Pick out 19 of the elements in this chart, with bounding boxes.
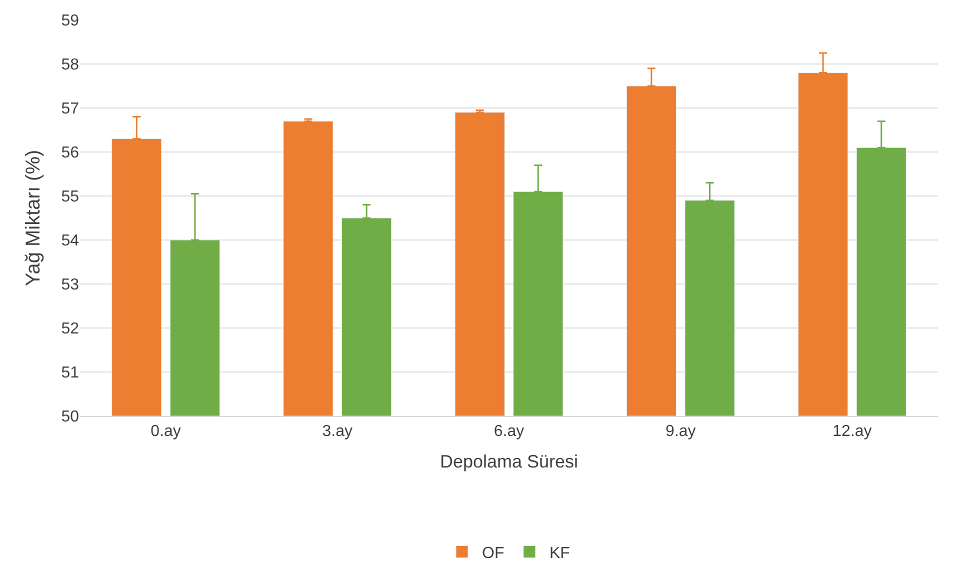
x-tick-label: 0.ay <box>150 423 181 440</box>
y-tick-label: 55 <box>61 188 80 206</box>
y-tick-label: 56 <box>61 144 80 162</box>
y-axis-title: Yağ Miktarı (%) <box>22 150 45 286</box>
legend-label: OF <box>482 544 504 562</box>
y-tick-label: 50 <box>61 408 80 426</box>
y-tick-label: 54 <box>61 232 80 250</box>
y-tick-label: 57 <box>61 100 80 118</box>
y-tick-label: 59 <box>61 12 80 30</box>
legend-label: KF <box>549 544 570 562</box>
y-tick-label: 53 <box>61 276 80 294</box>
y-tick-label: 52 <box>61 320 80 338</box>
x-tick-label: 12.ay <box>832 423 872 440</box>
x-tick-label: 9.ay <box>665 423 696 440</box>
x-tick-label: 3.ay <box>322 423 353 440</box>
y-tick-label: 51 <box>61 364 80 382</box>
x-tick-label: 6.ay <box>494 423 524 440</box>
x-axis-title: Depolama Süresi <box>440 451 578 472</box>
y-tick-label: 58 <box>61 56 80 74</box>
